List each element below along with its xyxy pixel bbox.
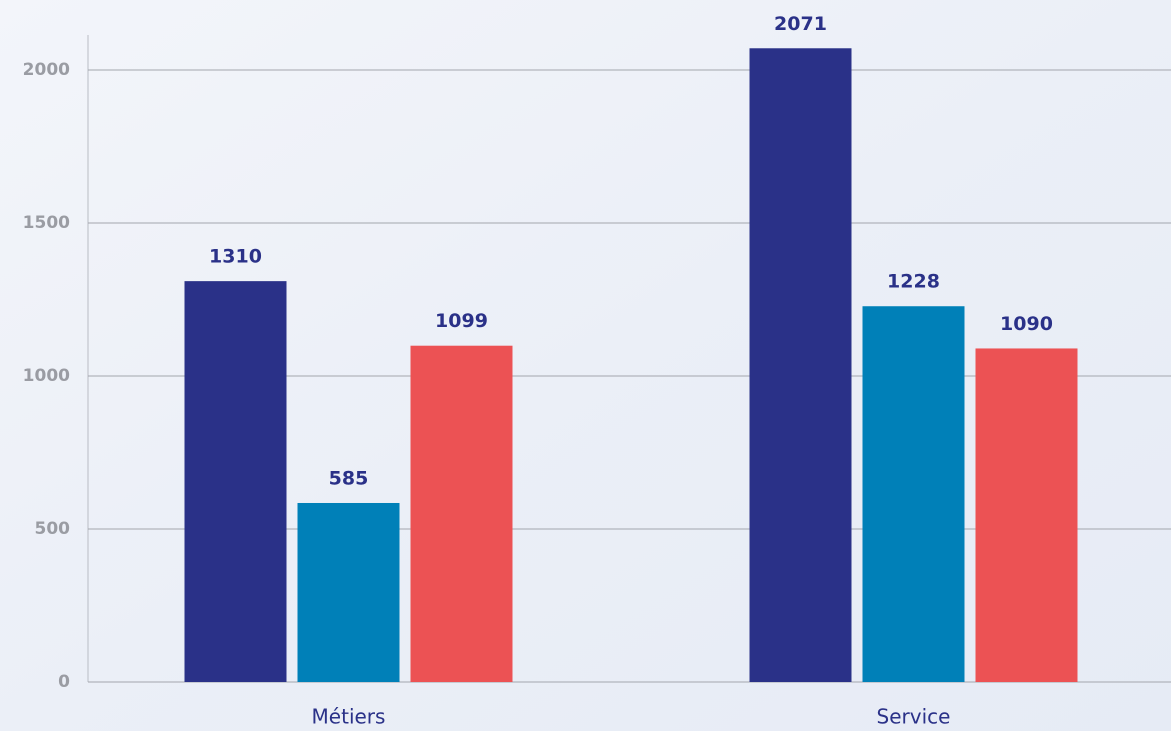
- y-tick-label: 1500: [23, 213, 70, 233]
- x-tick-label: Service: [877, 705, 951, 729]
- bar: [749, 48, 852, 683]
- y-tick-label: 2000: [23, 60, 70, 80]
- bar: [862, 306, 965, 682]
- value-label: 1310: [209, 246, 262, 268]
- value-label: 1099: [435, 310, 488, 332]
- bar: [975, 348, 1078, 682]
- x-tick-label: Métiers: [312, 705, 386, 729]
- y-tick-label: 0: [58, 672, 70, 692]
- bar: [410, 345, 513, 682]
- value-label: 1228: [887, 271, 940, 293]
- y-tick-label: 500: [35, 519, 71, 539]
- value-label: 585: [329, 467, 369, 489]
- bar: [184, 281, 287, 682]
- y-tick-label: 1000: [23, 366, 70, 386]
- value-label: 2071: [774, 13, 827, 35]
- value-label: 1090: [1000, 313, 1053, 335]
- bar: [297, 502, 400, 682]
